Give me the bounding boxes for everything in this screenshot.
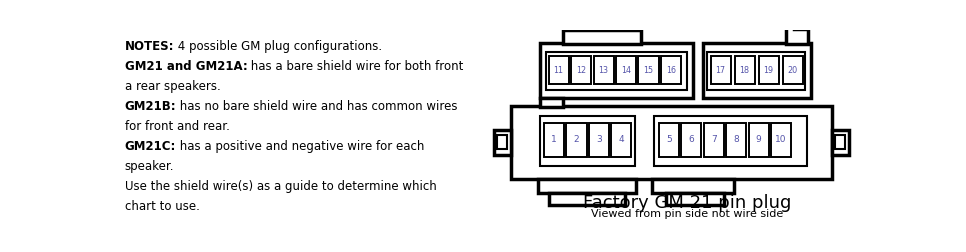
Bar xyxy=(639,56,659,84)
Text: speaker.: speaker. xyxy=(125,160,174,173)
Bar xyxy=(758,56,779,84)
Text: 3: 3 xyxy=(596,135,602,144)
Text: GM21C:: GM21C: xyxy=(125,140,176,153)
Text: for front and rear.: for front and rear. xyxy=(125,120,230,133)
Bar xyxy=(540,116,635,166)
Bar xyxy=(652,179,734,193)
Text: 16: 16 xyxy=(666,66,676,75)
Text: 7: 7 xyxy=(711,135,717,144)
Bar xyxy=(589,123,609,156)
Bar xyxy=(550,193,625,205)
Text: Factory GM 21 pin plug: Factory GM 21 pin plug xyxy=(582,194,791,212)
Text: 9: 9 xyxy=(755,135,761,144)
Text: 8: 8 xyxy=(733,135,739,144)
Text: 10: 10 xyxy=(776,135,786,144)
Bar xyxy=(681,123,701,156)
Text: chart to use.: chart to use. xyxy=(125,200,200,213)
Bar xyxy=(661,56,681,84)
Bar xyxy=(786,27,809,44)
Text: Use the shield wire(s) as a guide to determine which: Use the shield wire(s) as a guide to det… xyxy=(125,180,437,193)
Bar xyxy=(832,130,849,154)
Text: 4: 4 xyxy=(618,135,624,144)
Text: GM21B:: GM21B: xyxy=(125,100,176,113)
Text: 11: 11 xyxy=(554,66,563,75)
Text: a rear speakers.: a rear speakers. xyxy=(125,80,220,93)
Text: 20: 20 xyxy=(787,66,798,75)
Text: 18: 18 xyxy=(740,66,750,75)
Text: has a bare shield wire for both front: has a bare shield wire for both front xyxy=(247,60,464,73)
Text: Viewed from pin side not wire side: Viewed from pin side not wire side xyxy=(591,209,783,219)
Bar xyxy=(540,98,563,107)
Text: GM21 and GM21A:: GM21 and GM21A: xyxy=(125,60,247,73)
Bar xyxy=(538,179,637,193)
Bar xyxy=(734,56,754,84)
Text: 6: 6 xyxy=(688,135,694,144)
Text: 19: 19 xyxy=(763,66,774,75)
Bar xyxy=(666,193,724,205)
Bar xyxy=(611,123,632,156)
Bar xyxy=(616,56,637,84)
Text: 12: 12 xyxy=(576,66,586,75)
Text: 4 possible GM plug configurations.: 4 possible GM plug configurations. xyxy=(174,40,383,53)
Bar xyxy=(566,123,586,156)
Bar xyxy=(654,116,808,166)
Bar xyxy=(703,123,724,156)
Bar xyxy=(711,56,730,84)
Bar xyxy=(659,123,679,156)
Bar xyxy=(707,52,805,90)
Text: NOTES:: NOTES: xyxy=(125,40,174,53)
Bar xyxy=(549,56,569,84)
Bar xyxy=(771,123,791,156)
Bar xyxy=(571,56,591,84)
Text: has no bare shield wire and has common wires: has no bare shield wire and has common w… xyxy=(176,100,458,113)
Bar xyxy=(546,52,687,90)
Bar xyxy=(836,135,845,149)
Bar xyxy=(749,123,769,156)
Bar xyxy=(540,43,694,98)
Bar xyxy=(494,130,511,154)
Text: 14: 14 xyxy=(621,66,631,75)
Bar xyxy=(497,135,507,149)
Text: 15: 15 xyxy=(643,66,654,75)
Bar xyxy=(794,18,805,29)
Text: 13: 13 xyxy=(599,66,609,75)
Bar xyxy=(593,56,613,84)
Text: 1: 1 xyxy=(551,135,556,144)
Bar xyxy=(563,30,640,44)
Text: 5: 5 xyxy=(666,135,671,144)
Bar xyxy=(544,123,564,156)
Text: 2: 2 xyxy=(574,135,580,144)
Bar xyxy=(511,106,832,179)
Text: 17: 17 xyxy=(716,66,725,75)
Bar xyxy=(703,43,811,98)
Text: has a positive and negative wire for each: has a positive and negative wire for eac… xyxy=(176,140,424,153)
Bar xyxy=(782,56,803,84)
Bar xyxy=(726,123,746,156)
